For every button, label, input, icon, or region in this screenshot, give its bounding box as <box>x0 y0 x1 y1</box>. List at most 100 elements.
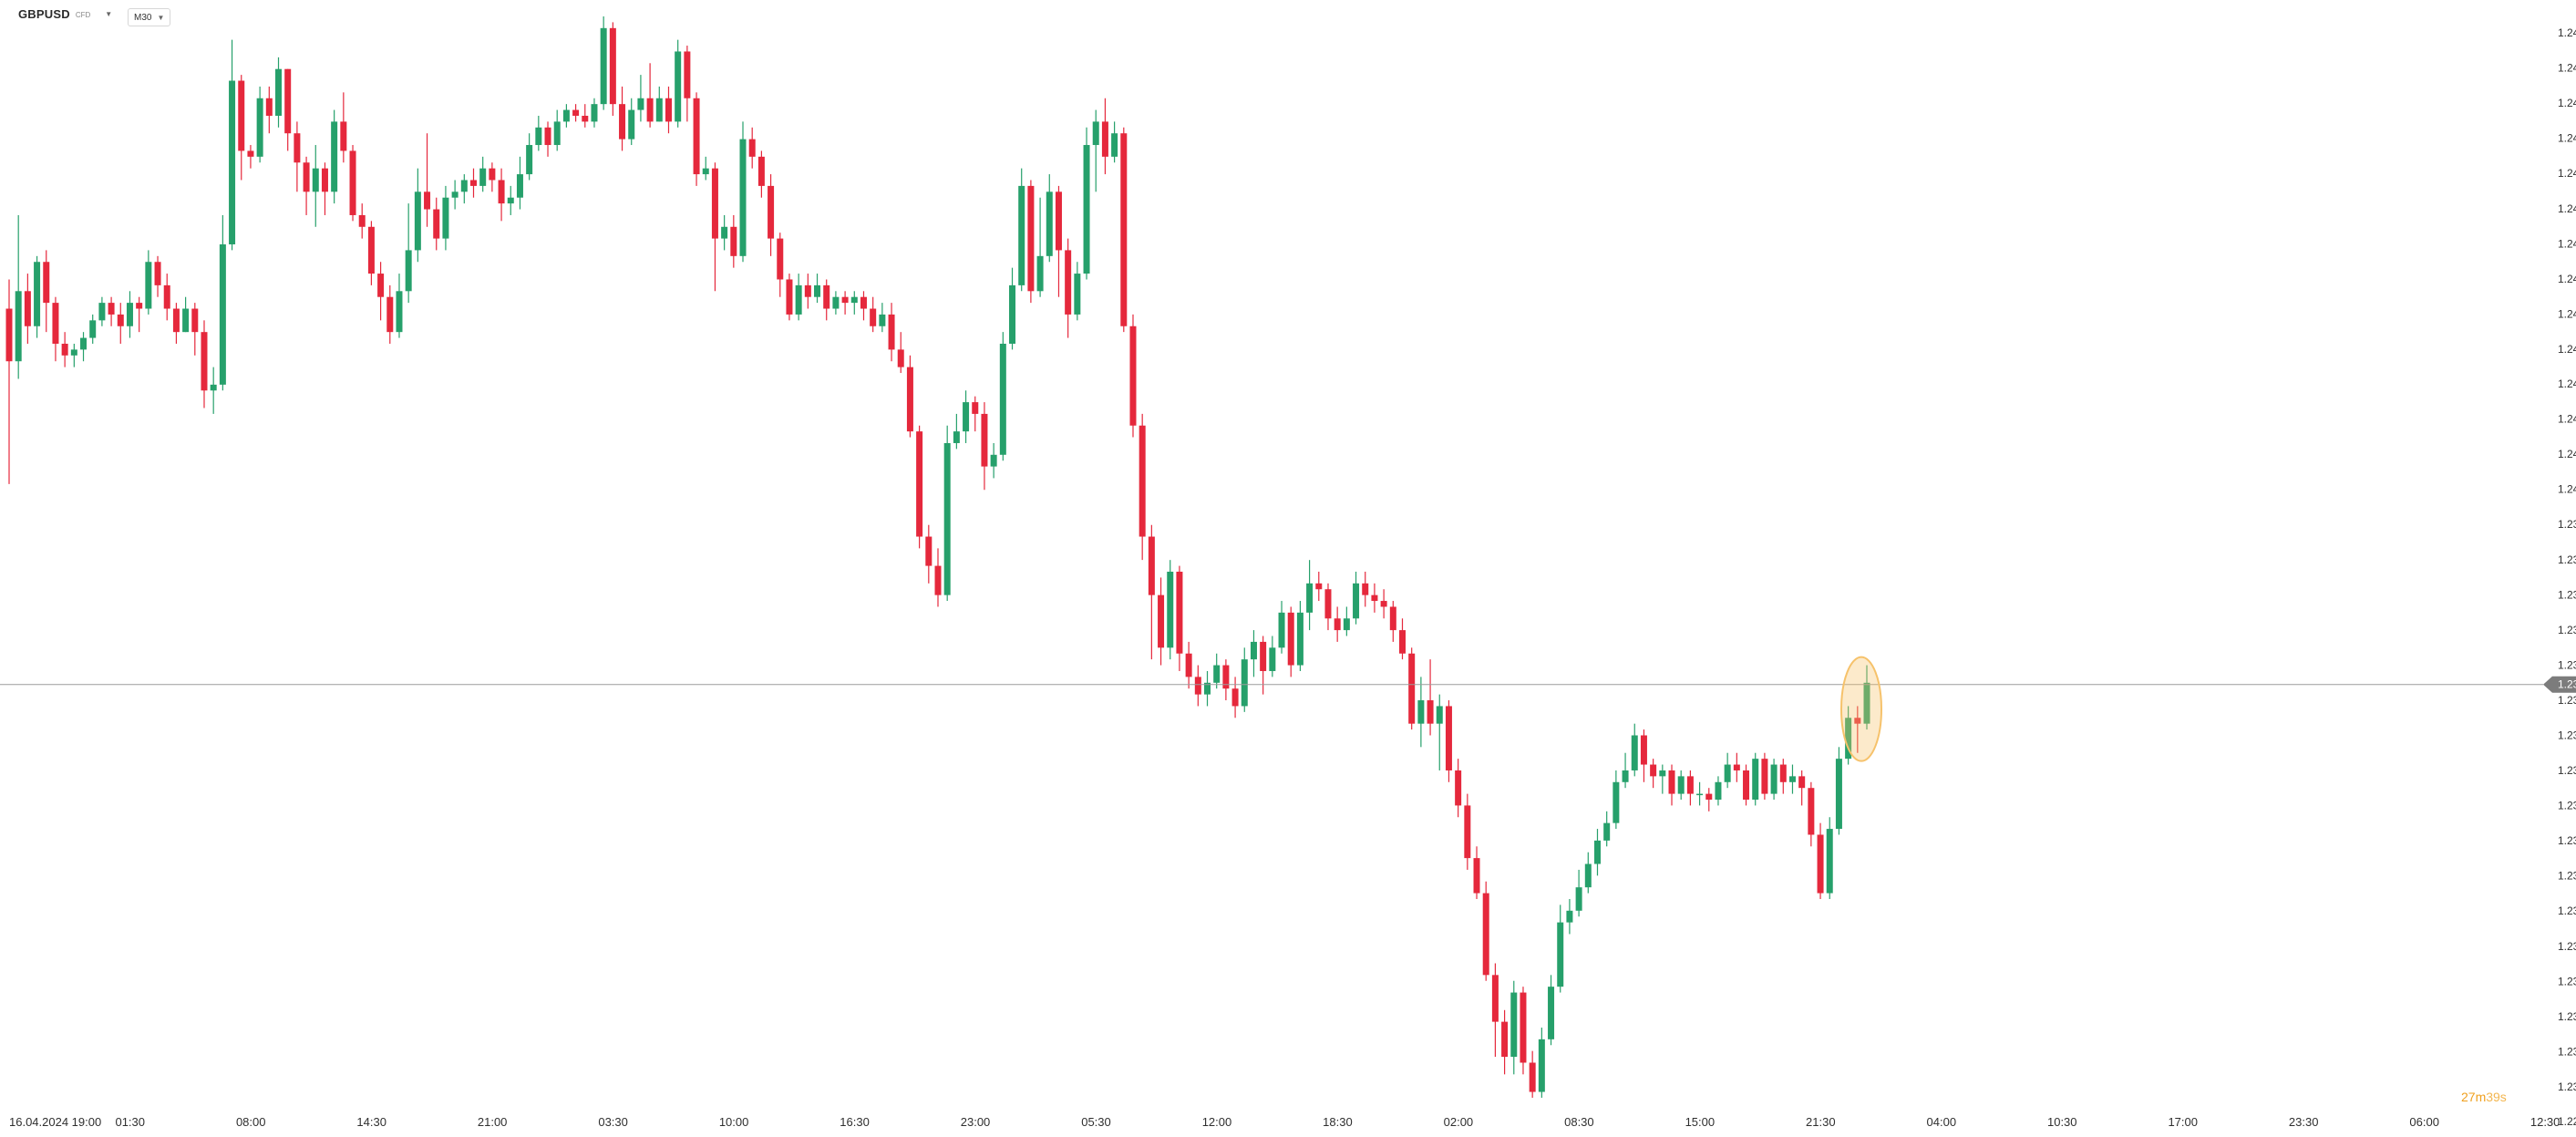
candle <box>265 86 273 134</box>
price-tag-label: 1.23697 <box>2558 678 2576 691</box>
candle <box>1826 817 1833 899</box>
candle <box>479 156 487 192</box>
x-tick-label: 23:30 <box>2289 1115 2319 1129</box>
candle <box>906 355 913 438</box>
candle-body <box>1111 133 1118 157</box>
candle <box>1788 764 1796 794</box>
y-tick-label: 1.23490 <box>2558 799 2576 811</box>
candle <box>1380 589 1387 619</box>
x-tick-label: 02:00 <box>1444 1115 1474 1129</box>
x-tick-label: 10:30 <box>2047 1115 2077 1129</box>
y-tick-label: 1.24211 <box>2558 377 2576 390</box>
candle-body <box>1436 706 1443 724</box>
y-tick-label: 1.23129 <box>2558 1010 2576 1023</box>
y-tick-label: 1.23610 <box>2558 729 2576 741</box>
candle-body <box>1817 834 1824 894</box>
candle <box>1520 987 1527 1075</box>
candle <box>1278 601 1285 654</box>
candle <box>1566 898 1573 935</box>
candle <box>1009 267 1016 350</box>
candle-body <box>34 262 41 326</box>
candle <box>1306 560 1314 631</box>
symbol-selector[interactable]: GBPUSD CFD ▼ <box>18 7 112 21</box>
candle-body <box>219 244 226 385</box>
candle <box>748 127 756 169</box>
x-tick-label: 21:30 <box>1806 1115 1836 1129</box>
candle-body <box>1213 665 1221 683</box>
candle <box>730 214 737 268</box>
x-tick-label: 16:30 <box>840 1115 870 1129</box>
x-tick-label: 08:30 <box>1564 1115 1594 1129</box>
candle <box>312 145 319 227</box>
candle <box>1845 706 1852 765</box>
candle-body <box>265 98 273 116</box>
candle-body <box>1158 594 1165 648</box>
candle <box>646 63 654 128</box>
x-tick-label: 08:00 <box>236 1115 266 1129</box>
candle <box>1408 647 1416 730</box>
candle <box>70 343 77 367</box>
candle <box>1808 781 1815 847</box>
x-tick-label: 15:00 <box>1685 1115 1716 1129</box>
price-axis[interactable]: 1.24812 1.24752 1.24692 1.24632 1.24572 1.245… <box>2558 26 2576 1128</box>
candle-body <box>1455 770 1462 806</box>
candle <box>999 332 1006 461</box>
candle-body <box>1482 893 1489 976</box>
candle-body <box>1520 992 1527 1063</box>
candle-body <box>553 121 561 146</box>
candle-body <box>1027 185 1035 292</box>
candle <box>1779 759 1787 794</box>
candle-body <box>721 226 728 239</box>
candle <box>1260 636 1267 695</box>
y-tick-label: 1.23971 <box>2558 518 2576 531</box>
time-axis[interactable]: 16.04.2024 19:00 01:30 08:00 14:30 21:00 03:3… <box>9 1115 2560 1129</box>
candle-body <box>1399 630 1406 654</box>
candle <box>963 390 970 443</box>
y-tick-label: 1.24091 <box>2558 448 2576 460</box>
candle <box>275 57 283 128</box>
candle-body <box>655 98 663 122</box>
candle-body <box>1287 612 1294 666</box>
candle <box>1148 524 1155 660</box>
candle <box>1752 752 1759 806</box>
candle-body <box>870 308 877 326</box>
candle-body <box>1036 255 1044 292</box>
y-tick-label: 1.23730 <box>2558 659 2576 672</box>
candle <box>637 75 644 122</box>
candle-body <box>1854 718 1861 724</box>
candle-body <box>739 139 747 256</box>
candle <box>5 279 13 484</box>
candle-body <box>850 296 858 304</box>
candle <box>1101 98 1108 175</box>
y-tick-label: 1.23069 <box>2558 1045 2576 1058</box>
candle-body <box>711 168 718 239</box>
candle <box>655 86 663 122</box>
y-tick-label: 1.23430 <box>2558 834 2576 847</box>
candle-body <box>879 314 886 326</box>
candle-body <box>1650 764 1657 777</box>
y-tick-label: 1.24752 <box>2558 61 2576 74</box>
candle <box>850 291 858 315</box>
candle <box>1083 127 1090 280</box>
candle-body <box>367 226 375 274</box>
candle-body <box>80 337 88 350</box>
candle-body <box>804 284 811 297</box>
candle-body <box>303 162 310 192</box>
symbol-name: GBPUSD <box>18 7 70 21</box>
candle-body <box>943 442 951 595</box>
candle <box>1854 706 1861 753</box>
candle <box>256 86 263 163</box>
y-tick-label: 1.23310 <box>2558 904 2576 917</box>
candle-body <box>646 98 654 122</box>
candle <box>303 156 310 215</box>
candle <box>1548 975 1555 1046</box>
candle-body <box>1260 641 1267 671</box>
timeframe-selector[interactable]: M30 ▼ <box>128 8 171 26</box>
candle-body <box>386 296 394 333</box>
countdown-minutes: 27m <box>2461 1090 2487 1104</box>
candle <box>1158 577 1165 666</box>
candle <box>1733 752 1740 782</box>
candle-body <box>1548 987 1555 1039</box>
candle-body <box>1557 922 1564 987</box>
